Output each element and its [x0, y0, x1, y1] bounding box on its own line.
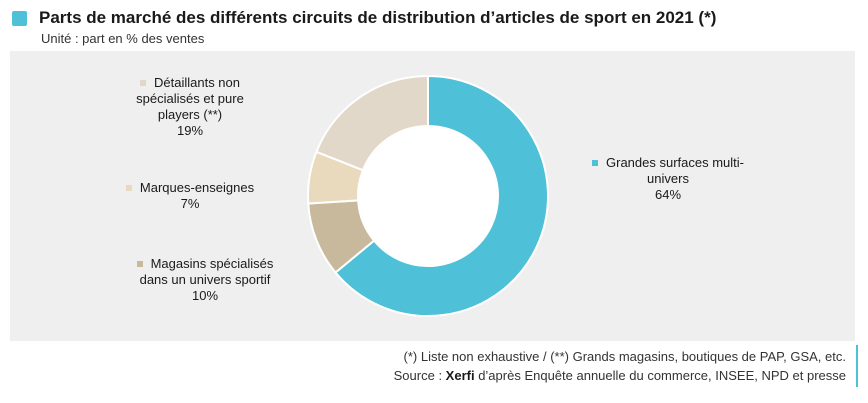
label-marques-enseignes: Marques-enseignes 7% — [110, 180, 270, 212]
donut-slice-3 — [315, 74, 429, 172]
source-rest: d’après Enquête annuelle du commerce, IN… — [474, 368, 846, 383]
label-text-line: univers — [647, 171, 689, 186]
label-value: 64% — [654, 187, 682, 202]
label-magasins-specialises: Magasins spécialisés dans un univers spo… — [120, 256, 290, 304]
label-value: 19% — [176, 123, 204, 138]
label-text-line: players (**) — [157, 107, 223, 122]
title-marker-icon — [12, 10, 27, 26]
chart-notes: (*) Liste non exhaustive / (**) Grands m… — [394, 347, 846, 385]
chart-subtitle: Unité : part en % des ventes — [41, 31, 205, 46]
legend-marker-icon — [125, 184, 132, 191]
source-brand: Xerfi — [445, 368, 475, 383]
label-text-line: Détaillants non — [154, 75, 240, 90]
donut-hole — [359, 127, 497, 265]
chart-title: Parts de marché des différents circuits … — [39, 8, 717, 27]
label-text-line: dans un univers sportif — [139, 272, 271, 287]
label-detaillants: Détaillants non spécialisés et pure play… — [110, 75, 270, 139]
donut-slice-0 — [334, 74, 549, 317]
source-line: Source : Xerfi d’après Enquête annuelle … — [394, 366, 846, 385]
donut-chart — [307, 74, 549, 317]
footnote: (*) Liste non exhaustive / (**) Grands m… — [403, 349, 846, 364]
source-prefix: Source : — [393, 368, 446, 383]
label-value: 10% — [191, 288, 219, 303]
label-grandes-surfaces: Grandes surfaces multi- univers 64% — [588, 155, 748, 203]
notes-accent-bar — [856, 345, 858, 387]
legend-marker-icon — [592, 159, 598, 166]
label-text-line: Grandes surfaces multi- — [606, 155, 744, 170]
label-text-line: Magasins spécialisés — [150, 256, 274, 271]
chart-panel: Grandes surfaces multi- univers 64% Maga… — [10, 51, 855, 341]
label-value: 7% — [180, 196, 200, 211]
label-text-line: spécialisés et pure — [136, 91, 244, 106]
legend-marker-icon — [136, 260, 143, 267]
label-text-line: Marques-enseignes — [139, 180, 255, 195]
legend-marker-icon — [140, 79, 146, 86]
chart-title-row: Parts de marché des différents circuits … — [12, 6, 716, 30]
